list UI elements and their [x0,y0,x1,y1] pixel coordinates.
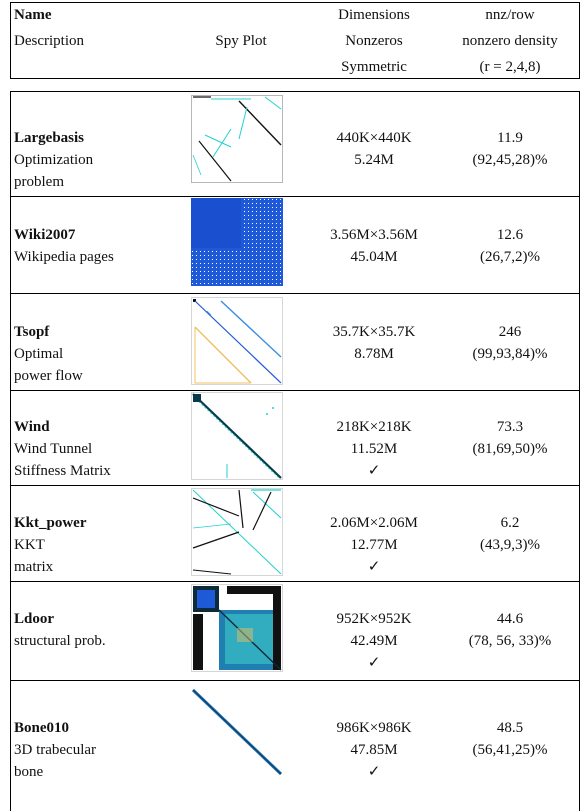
row-symmetric-bone010: ✓ [367,764,381,780]
row-dims-ldoor: 952K×952K [336,611,412,627]
row-desc-bone010-2: bone [14,764,44,780]
header-nnz-row: nnz/row [485,7,535,23]
body-left-border [10,91,11,811]
row-name-largebasis: Largebasis [14,130,85,146]
row-dims-wiki2007: 3.56M×3.56M [330,227,418,243]
header-description: Description [14,33,84,49]
row-name-wind: Wind [14,419,50,435]
header-nonzeros: Nonzeros [345,33,403,49]
table-top-rule [10,2,580,3]
row-nnz-wiki2007: 45.04M [350,249,398,265]
header-dimensions: Dimensions [338,7,410,23]
row-desc-kkt-power-1: KKT [14,537,45,553]
header-density: nonzero density [462,33,558,49]
row-nnzrow-tsopf: 246 [498,324,522,340]
row-nnz-bone010: 47.85M [350,742,398,758]
row-density-ldoor: (78, 56, 33)% [468,633,552,649]
row-symmetric-wind: ✓ [367,463,381,479]
row-desc-largebasis-2: problem [14,174,64,190]
row-nnz-ldoor: 42.49M [350,633,398,649]
body-right-border [579,91,580,811]
row-density-wind: (81,69,50)% [472,441,548,457]
row-nnz-kkt-power: 12.77M [350,537,398,553]
row-name-tsopf: Tsopf [14,324,50,340]
body-top-rule [10,91,580,92]
row-desc-largebasis-1: Optimization [14,152,94,168]
row-dims-kkt-power: 2.06M×2.06M [330,515,418,531]
row-nnzrow-wiki2007: 12.6 [496,227,524,243]
row-desc-bone010-1: 3D trabecular [14,742,97,758]
row-rule-2 [10,293,580,294]
row-dims-tsopf: 35.7K×35.7K [332,324,416,340]
spy-plot-kkt-power [191,488,283,576]
row-density-bone010: (56,41,25)% [472,742,548,758]
row-dims-wind: 218K×218K [336,419,412,435]
row-nnzrow-wind: 73.3 [496,419,524,435]
row-desc-tsopf-2: power flow [14,368,83,384]
row-dims-largebasis: 440K×440K [336,130,412,146]
header-name: Name [14,7,52,23]
spy-plot-ldoor [191,584,283,672]
row-symmetric-kkt-power: ✓ [367,559,381,575]
row-density-wiki2007: (26,7,2)% [480,249,540,265]
row-name-bone010: Bone010 [14,720,70,736]
row-rule-6 [10,680,580,681]
row-nnzrow-kkt-power: 6.2 [500,515,520,531]
row-rule-5 [10,581,580,582]
row-rule-1 [10,196,580,197]
row-desc-wiki2007-1: Wikipedia pages [14,249,114,265]
row-density-kkt-power: (43,9,3)% [480,537,540,553]
header-rule [10,78,580,79]
header-right-border [579,2,580,78]
row-nnzrow-largebasis: 11.9 [497,130,523,146]
header-symmetric: Symmetric [341,59,407,75]
row-desc-kkt-power-2: matrix [14,559,54,575]
row-nnz-tsopf: 8.78M [354,346,394,362]
row-name-kkt-power: Kkt_power [14,515,87,531]
row-desc-tsopf-1: Optimal [14,346,64,362]
header-spy-plot: Spy Plot [215,33,267,49]
header-left-border [10,2,11,78]
spy-plot-wiki2007 [191,198,283,286]
row-desc-wind-2: Stiffness Matrix [14,463,111,479]
row-desc-ldoor-1: structural prob. [14,633,106,649]
row-nnzrow-ldoor: 44.6 [496,611,524,627]
spy-plot-bone010 [191,688,283,776]
row-desc-wind-1: Wind Tunnel [14,441,93,457]
spy-plot-tsopf [191,297,283,385]
row-density-largebasis: (92,45,28)% [472,152,548,168]
row-symmetric-ldoor: ✓ [367,655,381,671]
row-dims-bone010: 986K×986K [336,720,412,736]
row-nnz-largebasis: 5.24M [354,152,394,168]
row-name-ldoor: Ldoor [14,611,55,627]
row-rule-4 [10,485,580,486]
spy-plot-largebasis [191,95,283,183]
row-rule-3 [10,390,580,391]
spy-plot-wind [191,392,283,480]
row-name-wiki2007: Wiki2007 [14,227,76,243]
row-density-tsopf: (99,93,84)% [472,346,548,362]
row-nnz-wind: 11.52M [350,441,398,457]
header-r-values: (r = 2,4,8) [479,59,541,75]
row-nnzrow-bone010: 48.5 [496,720,524,736]
